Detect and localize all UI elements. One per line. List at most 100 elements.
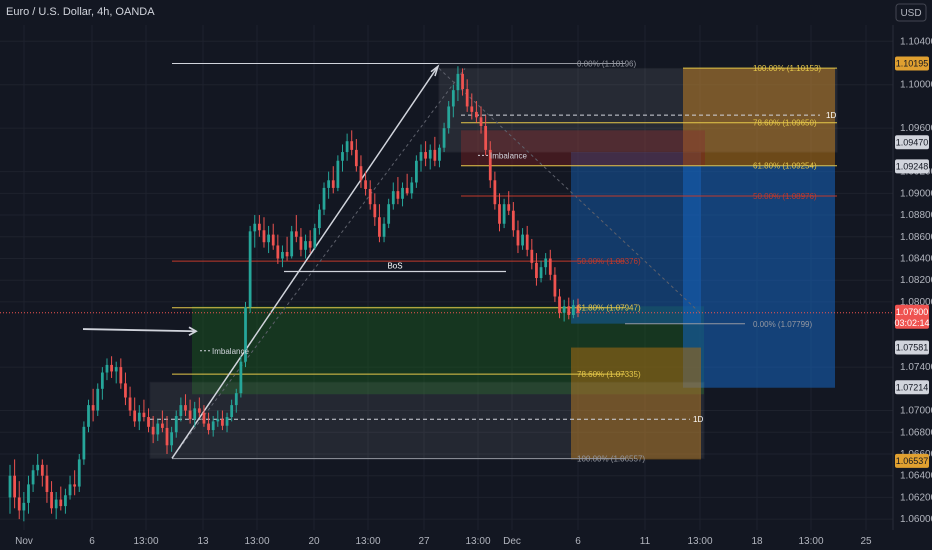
candle-body [40,464,44,476]
y-tick-label: 1.06400 [900,471,932,482]
candle-body [22,502,26,511]
candle-body [161,423,164,428]
y-tick-label: 1.10000 [900,80,932,91]
y-tick-label: 1.07400 [900,362,932,373]
price-tag [895,380,929,395]
candle-body [368,188,372,205]
y-tick-label: 1.09600 [900,123,932,134]
candle-body [322,187,326,210]
currency-button-label: USD [900,8,921,19]
currency-button[interactable]: USD [895,3,927,22]
candle-body [414,160,418,183]
candle-body [359,166,363,181]
candle-body [511,210,515,231]
candle-body [68,484,72,496]
candle-body [221,419,224,426]
candle-body [50,491,53,509]
candle-body [378,217,381,237]
candle-body [234,393,238,406]
position-target-zone [571,152,701,324]
price-tag [895,56,929,71]
candle-body [345,141,349,153]
candle-body [539,267,543,279]
candle-body [433,149,437,161]
price-axis: 1.104001.100001.096001.092001.090001.088… [892,25,932,530]
x-tick-label: 13:00 [465,536,490,547]
candle-body [184,405,187,411]
position-stop-zone [571,347,701,460]
candle-body [64,495,67,507]
candle-body [110,364,113,372]
candle-body [308,241,312,248]
candle-body [137,412,141,422]
candle-body [475,111,478,118]
bos-label: BoS [387,262,402,271]
candle-body [179,405,183,416]
candle-body [313,228,317,248]
candle-body [447,106,451,129]
candle-body [114,367,118,372]
candle-body [13,475,17,498]
candle-body [262,230,266,243]
price-tag [895,159,929,174]
candle-body [257,223,261,231]
price-tag [895,135,929,150]
y-tick-label: 1.08200 [900,275,932,286]
candle-body [488,149,492,181]
imbalance-label: Imbalance [490,151,527,160]
candle-body [442,128,446,148]
candle-body [142,412,146,418]
candle-body [207,423,210,431]
x-tick-label: 25 [860,536,872,547]
candle-body [507,204,511,211]
candle-body [165,427,169,446]
horizontal-arrow-head [188,326,198,337]
annotation-lines [0,62,893,460]
candle-body [350,141,354,150]
fib-level-label: 100.00% (1.06557) [577,455,645,464]
fib-level-label: 50.00% (1.08376) [577,257,641,266]
candle-body [424,152,427,159]
candle-body [318,209,321,229]
candle-body [100,372,104,389]
x-tick-label: 20 [308,536,320,547]
candle-body [248,231,252,308]
candle-body [105,364,109,373]
x-tick-label: Nov [15,536,33,547]
horizontal-arrow [82,328,197,333]
candle-body [216,419,220,422]
y-tick-label: 1.07000 [900,406,932,417]
y-tick-label: 1.06000 [900,514,932,525]
candle-body [197,408,201,413]
trend-line [171,65,439,459]
candle-body [119,367,123,384]
x-tick-label: 6 [575,536,581,547]
candle-body [54,499,58,509]
upper-orange-zone [683,68,835,166]
candle-body [382,223,386,237]
x-tick-label: 13:00 [798,536,823,547]
imbalance-label: Imbalance [212,347,249,356]
candle-body [8,475,12,498]
candle-body [128,397,132,411]
candle-body [419,152,423,161]
candle-body [285,251,289,257]
x-tick-label: 13 [197,536,209,547]
zone-layer [149,67,838,460]
fib-level-label: 0.00% (1.10196) [577,59,636,68]
candle-body [428,149,432,159]
price-tag-label: 1.06537 [896,456,929,466]
fib-level-label: 61.80% (1.09254) [753,162,817,171]
price-tag-label: 1.09248 [896,161,929,171]
x-tick-label: 13:00 [133,536,158,547]
candle-body [562,306,566,313]
candle-body [387,204,391,224]
candle-body [124,383,127,398]
price-tag-label: 1.07214 [896,382,929,392]
candle-body [354,149,358,167]
candle-body [82,426,86,460]
price-tag-label: 1.09470 [896,137,929,147]
y-tick-label: 1.08800 [900,210,932,221]
